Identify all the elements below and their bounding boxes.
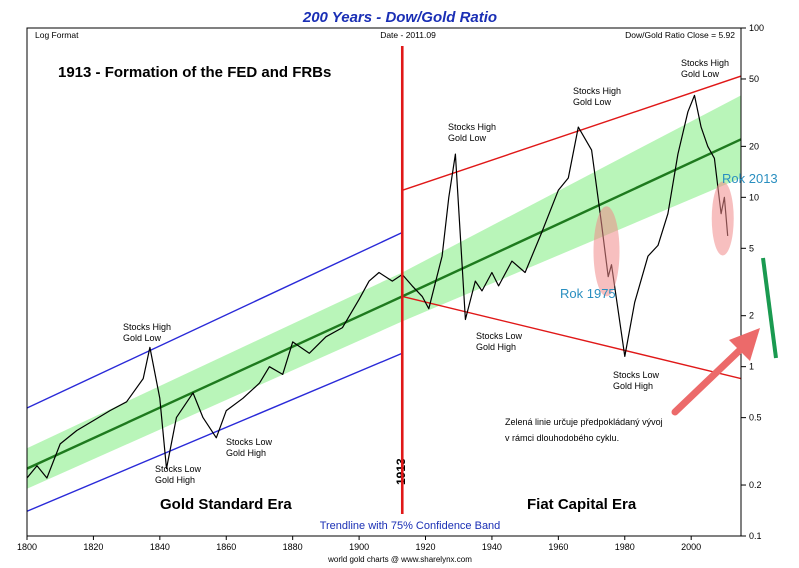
x-tick-label: 1880 <box>283 542 303 552</box>
highlight-1975 <box>593 206 620 297</box>
x-tick-label: 1900 <box>349 542 369 552</box>
annotation-stocks-low-1860: Stocks Low Gold High <box>226 437 275 458</box>
x-tick-label: 2000 <box>681 542 701 552</box>
chart-title: 200 Years - Dow/Gold Ratio <box>302 9 497 26</box>
label-rok-1975: Rok 1975 <box>560 286 616 301</box>
trendline-pre-1913 <box>27 295 403 470</box>
dow-gold-ratio-line <box>27 94 729 479</box>
x-tick-label: 1920 <box>415 542 435 552</box>
czech-note: Zelená linie určuje předpokládaný vývoj … <box>505 417 665 443</box>
channel-lower-post-1913 <box>402 295 741 380</box>
x-axis: 1800 1820 1840 1860 1880 1900 1920 1940 1960 1980… <box>17 536 701 552</box>
x-tick-label: 1840 <box>150 542 170 552</box>
y-tick-label: 2 <box>749 311 754 321</box>
annotation-stocks-high-1999: Stocks High Gold Low <box>681 58 732 79</box>
y-tick-label: 10 <box>749 192 759 202</box>
x-tick-label: 1960 <box>548 542 568 552</box>
forecast-arrow-head <box>729 328 760 361</box>
y-tick-label: 0.1 <box>749 531 762 541</box>
x-tick-label: 1820 <box>83 542 103 552</box>
x-tick-label: 1860 <box>216 542 236 552</box>
trendline-note: Trendline with 75% Confidence Band <box>320 520 501 532</box>
y-tick-label: 20 <box>749 141 759 151</box>
confidence-band-pre-1913 <box>27 272 403 489</box>
source-credit: world gold charts @ www.sharelynx.com <box>327 555 472 564</box>
headline-annotation: 1913 - Formation of the FED and FRBs <box>58 64 331 81</box>
forecast-green-line <box>761 257 778 359</box>
plot-frame <box>26 27 742 537</box>
trendline-post-1913 <box>401 138 741 298</box>
highlight-2013 <box>711 181 734 256</box>
forecast-arrow-shaft <box>671 344 746 416</box>
x-tick-label: 1940 <box>482 542 502 552</box>
y-tick-label: 5 <box>749 243 754 253</box>
annotation-stocks-low-1932: Stocks Low Gold High <box>476 331 525 352</box>
label-gold-standard-era: Gold Standard Era <box>160 496 292 513</box>
annotation-stocks-low-1980: Stocks Low Gold High <box>613 370 662 391</box>
header-right: Dow/Gold Ratio Close = 5.92 <box>625 30 735 40</box>
label-rok-2013: Rok 2013 <box>722 171 778 186</box>
y-tick-label: 1 <box>749 362 754 372</box>
y-tick-label: 100 <box>749 23 764 33</box>
annotation-stocks-low-1842: Stocks Low Gold High <box>155 464 204 485</box>
channel-upper-pre-1913 <box>27 231 403 409</box>
header-center: Date - 2011.09 <box>380 30 436 40</box>
x-tick-label: 1800 <box>17 542 37 552</box>
y-axis: 100 50 20 10 5 2 1 0.5 0.2 0.1 <box>741 23 764 541</box>
annotation-stocks-high-1966: Stocks High Gold Low <box>573 86 624 107</box>
x-tick-label: 1980 <box>615 542 635 552</box>
channel-upper-post-1913 <box>402 75 741 191</box>
y-tick-label: 0.2 <box>749 480 762 490</box>
y-tick-label: 0.5 <box>749 413 762 423</box>
confidence-band-post-1913 <box>402 95 741 322</box>
header-left: Log Format <box>35 30 79 40</box>
label-fiat-capital-era: Fiat Capital Era <box>527 496 637 513</box>
channel-lower-pre-1913 <box>27 352 403 512</box>
annotation-stocks-high-1929: Stocks High Gold Low <box>448 122 499 143</box>
annotation-stocks-high-1840: Stocks High Gold Low <box>123 322 174 343</box>
plot-layer <box>27 75 741 512</box>
y-tick-label: 50 <box>749 74 759 84</box>
